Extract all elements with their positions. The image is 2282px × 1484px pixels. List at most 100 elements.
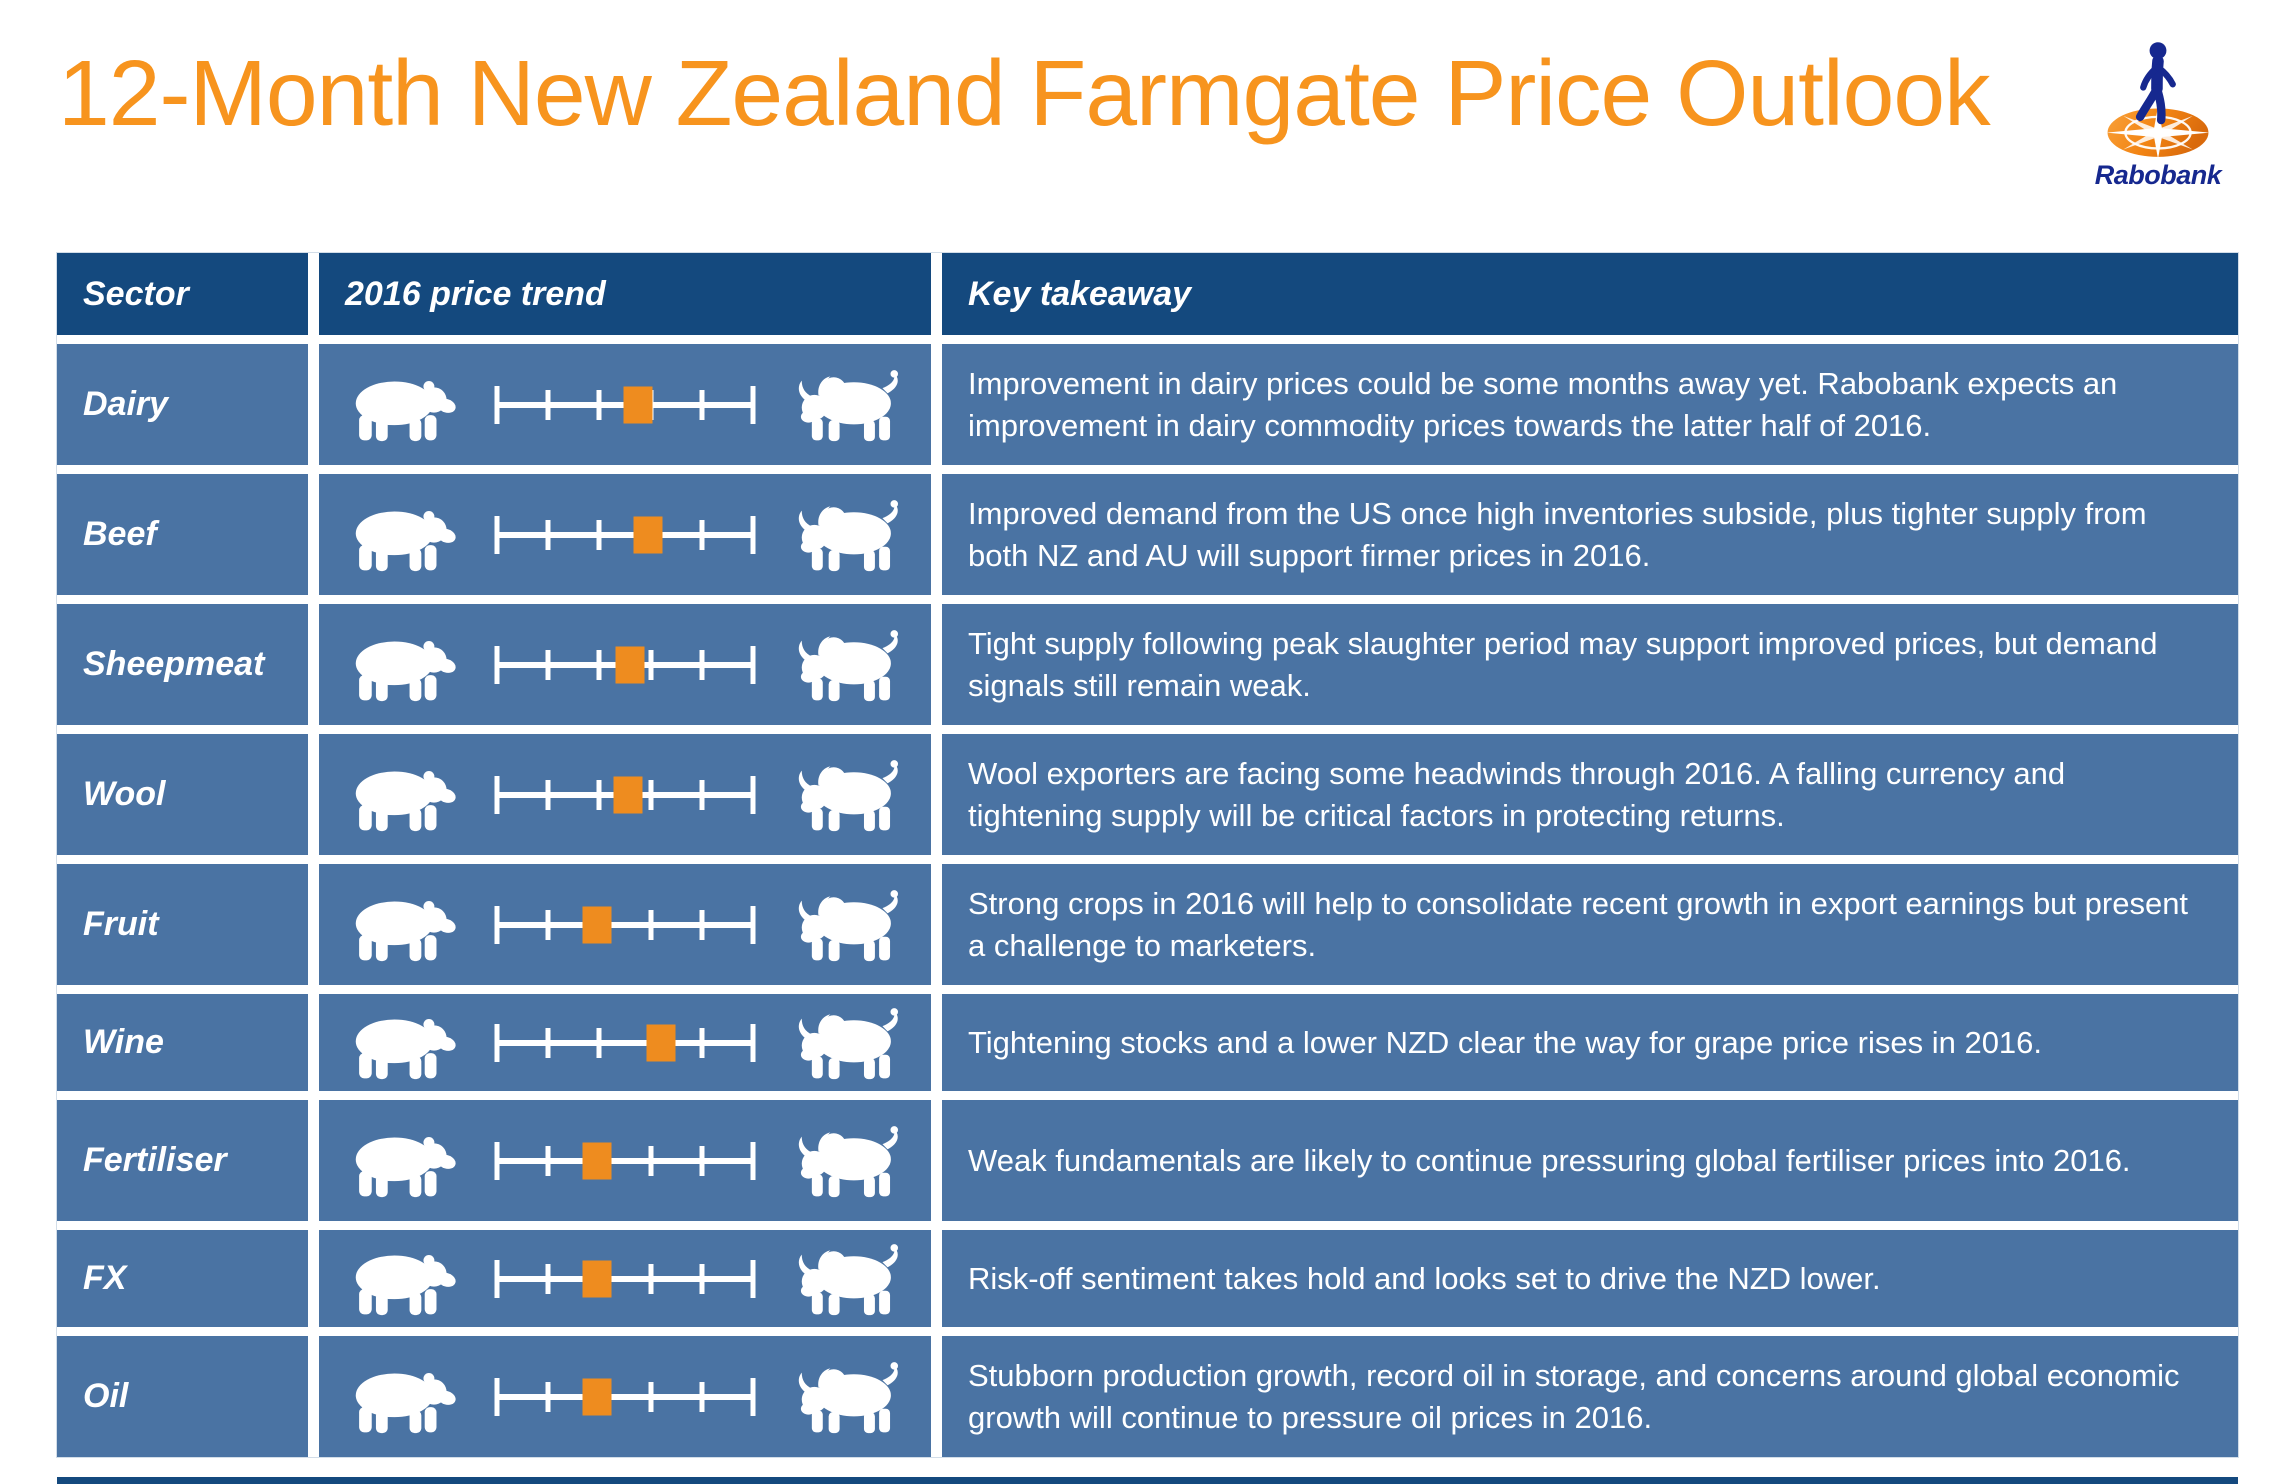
compass-man-icon bbox=[2106, 42, 2210, 159]
trend-marker bbox=[582, 1142, 612, 1179]
trend-cell bbox=[319, 994, 931, 1091]
trend-cell bbox=[319, 1336, 931, 1457]
takeaway-text: Weak fundamentals are likely to continue… bbox=[968, 1142, 2131, 1178]
trend-marker bbox=[633, 516, 663, 553]
scale-tick bbox=[494, 905, 500, 944]
trend-cell bbox=[319, 344, 931, 465]
trend-cell bbox=[319, 1100, 931, 1221]
takeaway-cell: Weak fundamentals are likely to continue… bbox=[942, 1100, 2238, 1221]
trend-scale bbox=[494, 362, 756, 448]
trend-gauge bbox=[319, 882, 931, 968]
scale-tick bbox=[596, 1027, 602, 1058]
sector-label: Oil bbox=[83, 1377, 129, 1415]
table-bottom-bar bbox=[57, 1477, 2238, 1484]
bear-icon bbox=[355, 770, 456, 831]
trend-gauge bbox=[319, 1354, 931, 1440]
trend-marker bbox=[623, 386, 653, 423]
table-row: Sheepmeat bbox=[57, 604, 2238, 725]
trend-cell bbox=[319, 604, 931, 725]
scale-tick bbox=[494, 515, 500, 554]
column-header-takeaway: Key takeaway bbox=[942, 253, 2238, 335]
scale-tick bbox=[545, 909, 551, 940]
scale-tick bbox=[494, 775, 500, 814]
scale-tick bbox=[699, 1145, 705, 1176]
scale-tick bbox=[699, 649, 705, 680]
scale-tick bbox=[750, 1377, 756, 1416]
scale-tick bbox=[545, 649, 551, 680]
bear-icon bbox=[355, 900, 456, 961]
bull-icon bbox=[798, 1361, 899, 1433]
scale-tick bbox=[545, 389, 551, 420]
bear-icon bbox=[355, 1136, 456, 1197]
trend-marker bbox=[582, 906, 612, 943]
takeaway-cell: Stubborn production growth, record oil i… bbox=[942, 1336, 2238, 1457]
takeaway-cell: Tight supply following peak slaughter pe… bbox=[942, 604, 2238, 725]
takeaway-text: Improved demand from the US once high in… bbox=[968, 496, 2147, 573]
scale-tick bbox=[545, 779, 551, 810]
trend-marker bbox=[613, 776, 643, 813]
bear-icon bbox=[355, 510, 456, 571]
sector-cell: Dairy bbox=[57, 344, 308, 465]
trend-gauge bbox=[319, 1118, 931, 1204]
bull-icon bbox=[798, 759, 899, 831]
sector-label: Wine bbox=[83, 1023, 164, 1061]
scale-tick bbox=[750, 645, 756, 684]
trend-marker bbox=[582, 1260, 612, 1297]
scale-tick bbox=[494, 385, 500, 424]
column-header-trend: 2016 price trend bbox=[319, 253, 931, 335]
table-row: Dairy bbox=[57, 344, 2238, 465]
takeaway-text: Wool exporters are facing some headwinds… bbox=[968, 756, 2066, 833]
table-row: Wool bbox=[57, 734, 2238, 855]
table-row: Wine bbox=[57, 994, 2238, 1091]
scale-tick bbox=[699, 909, 705, 940]
scale-tick bbox=[699, 389, 705, 420]
trend-marker bbox=[646, 1024, 676, 1061]
trend-cell bbox=[319, 864, 931, 985]
trend-gauge bbox=[319, 622, 931, 708]
takeaway-cell: Improved demand from the US once high in… bbox=[942, 474, 2238, 595]
sector-cell: FX bbox=[57, 1230, 308, 1327]
scale-tick bbox=[750, 905, 756, 944]
trend-marker bbox=[582, 1378, 612, 1415]
scale-line bbox=[497, 1039, 753, 1046]
trend-cell bbox=[319, 1230, 931, 1327]
trend-cell bbox=[319, 734, 931, 855]
trend-scale bbox=[494, 1000, 756, 1086]
scale-tick bbox=[648, 779, 654, 810]
scale-tick bbox=[699, 519, 705, 550]
takeaway-text: Tight supply following peak slaughter pe… bbox=[968, 626, 2158, 703]
takeaway-text: Improvement in dairy prices could be som… bbox=[968, 366, 2118, 443]
scale-tick bbox=[545, 1381, 551, 1412]
column-header-sector: Sector bbox=[57, 253, 308, 335]
takeaway-cell: Tightening stocks and a lower NZD clear … bbox=[942, 994, 2238, 1091]
trend-scale bbox=[494, 752, 756, 838]
bear-icon bbox=[355, 1018, 456, 1079]
sector-label: FX bbox=[83, 1259, 127, 1297]
scale-tick bbox=[596, 389, 602, 420]
sector-label: Beef bbox=[83, 515, 157, 553]
table-row: Fertiliser bbox=[57, 1100, 2238, 1221]
sector-cell: Fruit bbox=[57, 864, 308, 985]
trend-scale bbox=[494, 1118, 756, 1204]
scale-tick bbox=[545, 1145, 551, 1176]
scale-line bbox=[497, 1157, 753, 1164]
trend-cell bbox=[319, 474, 931, 595]
scale-tick bbox=[750, 385, 756, 424]
scale-tick bbox=[750, 1023, 756, 1062]
scale-line bbox=[497, 1275, 753, 1282]
takeaway-text: Stubborn production growth, record oil i… bbox=[968, 1358, 2180, 1435]
trend-scale bbox=[494, 1236, 756, 1322]
table-row: Beef bbox=[57, 474, 2238, 595]
trend-scale bbox=[494, 622, 756, 708]
trend-gauge bbox=[319, 752, 931, 838]
sector-cell: Sheepmeat bbox=[57, 604, 308, 725]
scale-tick bbox=[545, 1027, 551, 1058]
sector-label: Wool bbox=[83, 775, 166, 813]
takeaway-text: Tightening stocks and a lower NZD clear … bbox=[968, 1024, 2043, 1060]
scale-tick bbox=[494, 645, 500, 684]
takeaway-cell: Wool exporters are facing some headwinds… bbox=[942, 734, 2238, 855]
scale-tick bbox=[699, 779, 705, 810]
trend-scale bbox=[494, 1354, 756, 1440]
bull-icon bbox=[798, 629, 899, 701]
